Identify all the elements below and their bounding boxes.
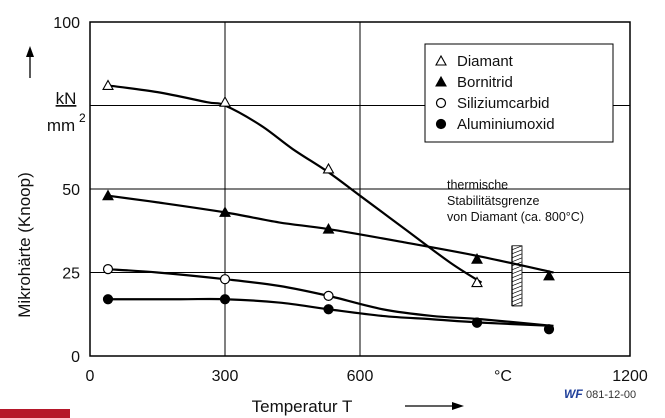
legend-box [424,43,614,143]
hatch-stroke [511,277,523,283]
hatch-stroke [511,257,523,263]
x-unit-label: °C [494,368,512,385]
data-point-diamant [219,96,231,107]
y-axis-title: Mikrohärte (Knoop) [15,172,34,318]
data-point-aluminiumoxid [323,304,334,315]
legend-label-siliziumcarbid: Siliziumcarbid [457,95,550,112]
legend-marker-aluminiumoxid [435,118,447,130]
annotation-line-1: thermische [447,178,508,192]
data-point-diamant [322,162,335,174]
data-point-siliziumcarbid [323,290,334,301]
data-point-bornitrid [322,222,335,234]
data-point-diamant [102,79,114,91]
legend-label-aluminiumoxid: Aluminiumoxid [457,116,555,133]
hatch-stroke [511,253,523,259]
data-point-bornitrid [543,269,555,281]
axis-tick-labels: 0 300 600 1200 0 25 50 100 [53,15,648,385]
hatch-stroke [511,265,523,271]
hatch-stroke [511,297,523,303]
data-point-siliziumcarbid [219,274,231,285]
annotation-line-3: von Diamant (ca. 800°C) [447,210,584,224]
y-unit-numerator: kN [56,89,77,108]
hatch-stroke [511,269,523,275]
x-axis-title: Temperatur T [252,397,353,416]
data-point-bornitrid [102,189,114,201]
series-markers [102,79,555,335]
hatch-stroke [511,249,523,255]
y-unit-denominator: mm [47,116,75,135]
hatch-stroke [511,301,523,307]
hatch-stroke [511,293,523,299]
logo: WF [564,387,583,401]
data-point-bornitrid [219,206,231,217]
data-point-siliziumcarbid [102,264,114,275]
y-tick-label: 100 [53,15,80,32]
plot-frame [89,21,631,357]
legend-marker-diamant [435,54,447,66]
legend: Diamant Bornitrid Siliziumcarbid Alumini… [424,43,614,143]
hatch-stroke [511,245,523,251]
data-point-aluminiumoxid [471,317,483,328]
x-axis-arrow-head [452,402,464,410]
hatch-stroke [511,273,523,279]
y-tick-label: 0 [71,349,80,366]
data-point-diamant [471,276,483,288]
x-tick-label: 600 [347,368,374,385]
y-unit-exponent: 2 [79,111,86,125]
x-tick-label: 1200 [612,368,648,385]
stability-limit-hatch [511,245,523,307]
legend-label-diamant: Diamant [457,53,514,70]
data-point-aluminiumoxid [219,294,231,305]
hatch-stroke [511,289,523,295]
annotation-line-2: Stabilitätsgrenze [447,194,539,208]
legend-marker-siliziumcarbid [435,97,447,109]
series-line-diamant [107,84,483,284]
y-tick-label: 50 [62,182,80,199]
figure-code: 081-12-00 [586,389,636,401]
y-tick-label: 25 [62,266,80,283]
hatch-stroke [511,281,523,287]
legend-label-bornitrid: Bornitrid [457,74,513,91]
x-tick-label: 300 [212,368,239,385]
series-line-bornitrid [107,194,554,274]
data-point-bornitrid [471,253,483,264]
hatch-stroke [511,285,523,291]
corner-accent [0,409,70,418]
legend-marker-bornitrid [435,75,447,87]
data-point-aluminiumoxid [102,294,114,305]
x-tick-label: 0 [86,368,95,385]
data-point-aluminiumoxid [543,324,555,335]
y-axis-arrow-head [26,46,34,57]
